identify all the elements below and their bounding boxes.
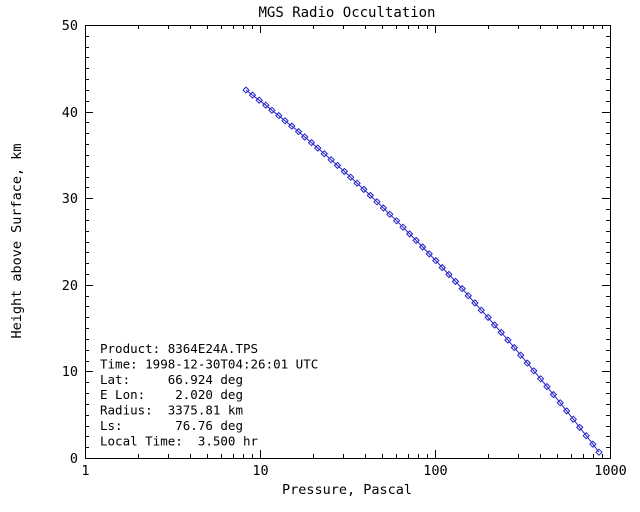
y-tick-label: 50 — [62, 18, 78, 34]
y-tick-label: 40 — [62, 105, 78, 121]
diamond-marker — [379, 204, 388, 212]
profile-line — [245, 89, 600, 453]
y-tick-label: 30 — [62, 191, 78, 207]
diamond-marker — [281, 117, 289, 125]
diamond-marker — [549, 390, 558, 399]
diamond-marker — [523, 359, 532, 367]
diamond-marker — [504, 336, 512, 344]
diamond-marker — [248, 91, 257, 99]
axes: 1 10 100 1000 0 10 20 30 40 50 — [62, 18, 627, 479]
diamond-marker — [327, 155, 335, 164]
diamond-marker — [530, 367, 538, 375]
diamond-marker — [477, 306, 486, 314]
x-tick-label: 10 — [252, 463, 268, 479]
diamond-marker — [255, 96, 263, 104]
diamond-marker — [314, 144, 322, 152]
diamond-marker — [353, 179, 361, 187]
diamond-marker — [320, 150, 329, 158]
diamond-marker — [451, 277, 460, 286]
chart-title: MGS Radio Occultation — [258, 5, 435, 21]
diamond-marker — [412, 236, 420, 245]
x-tick-label: 1 — [81, 463, 89, 479]
diamond-marker — [399, 223, 407, 231]
diamond-marker — [432, 256, 440, 265]
diamond-marker — [392, 217, 401, 225]
diamond-marker — [438, 263, 446, 272]
diamond-marker — [300, 133, 309, 141]
annotation-line: Lat: 66.924 deg — [100, 372, 243, 387]
diamond-marker — [360, 185, 368, 194]
annotation-line: Product: 8364E24A.TPS — [100, 341, 258, 356]
diamond-marker — [242, 86, 250, 94]
diamond-marker — [464, 291, 473, 300]
y-axis-label: Height above Surface, km — [9, 143, 25, 338]
diamond-marker — [497, 328, 505, 337]
diamond-marker — [366, 191, 375, 200]
diamond-marker — [346, 173, 355, 181]
diamond-marker — [516, 351, 525, 359]
y-tick-label: 20 — [62, 278, 78, 294]
data-series — [242, 86, 603, 456]
diamond-marker — [575, 423, 584, 432]
diamond-marker — [307, 138, 316, 147]
diamond-marker — [405, 230, 414, 238]
x-axis-label: Pressure, Pascal — [282, 482, 412, 498]
diamond-marker — [386, 210, 394, 219]
y-tick-label: 0 — [70, 451, 78, 467]
diamond-marker — [569, 415, 578, 423]
diamond-marker — [275, 111, 283, 120]
x-tick-label: 1000 — [594, 463, 627, 479]
diamond-marker — [536, 375, 545, 383]
diamond-marker — [373, 198, 381, 206]
diamond-marker — [262, 101, 270, 109]
diamond-marker — [445, 270, 453, 279]
annotation-line: Radius: 3375.81 km — [100, 403, 243, 418]
diamond-marker — [582, 431, 590, 440]
diamond-marker — [484, 313, 492, 322]
diamond-marker — [340, 167, 349, 176]
diamond-marker — [418, 243, 427, 251]
diamond-marker — [268, 106, 276, 115]
diamond-marker — [556, 399, 564, 407]
diamond-marker — [589, 440, 597, 448]
diamond-marker — [490, 321, 499, 329]
diamond-marker — [333, 161, 342, 170]
diamond-marker — [288, 122, 296, 130]
y-tick-label: 10 — [62, 364, 78, 380]
diamond-marker — [510, 343, 519, 352]
annotation-line: E Lon: 2.020 deg — [100, 387, 243, 402]
annotation-line: Local Time: 3.500 hr — [100, 433, 259, 448]
diamond-marker — [458, 284, 466, 293]
diamond-marker — [471, 299, 479, 307]
diamond-marker — [294, 127, 303, 136]
diamond-marker — [543, 382, 551, 391]
annotation-line: Time: 1998-12-30T04:26:01 UTC — [100, 356, 318, 371]
x-tick-label: 100 — [423, 463, 447, 479]
diamond-marker — [425, 250, 433, 258]
annotation-line: Ls: 76.76 deg — [100, 418, 243, 433]
diamond-marker — [595, 448, 603, 456]
diamond-marker — [562, 407, 571, 415]
